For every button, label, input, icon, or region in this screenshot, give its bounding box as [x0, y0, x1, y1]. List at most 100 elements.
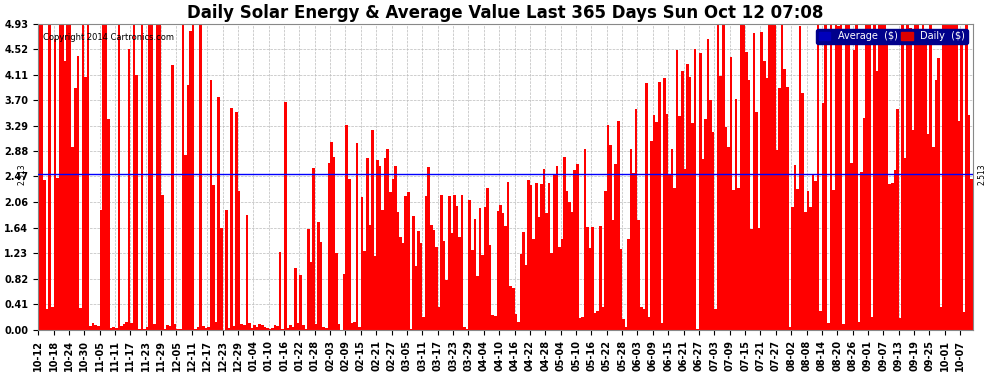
Bar — [453, 195, 455, 330]
Bar — [678, 116, 681, 330]
Bar — [919, 45, 922, 330]
Bar — [760, 32, 763, 330]
Bar — [702, 159, 704, 330]
Bar — [812, 174, 814, 330]
Bar — [541, 184, 543, 330]
Bar — [79, 308, 82, 330]
Bar — [615, 164, 617, 330]
Bar — [927, 134, 930, 330]
Bar — [620, 249, 622, 330]
Bar — [888, 184, 891, 330]
Bar — [752, 33, 755, 330]
Bar — [873, 24, 876, 330]
Bar — [131, 324, 133, 330]
Bar — [857, 322, 860, 330]
Bar — [58, 24, 61, 330]
Bar — [39, 24, 41, 330]
Bar — [586, 227, 589, 330]
Bar — [909, 28, 912, 330]
Bar — [965, 24, 968, 330]
Bar — [555, 166, 558, 330]
Bar — [809, 207, 812, 330]
Bar — [709, 100, 712, 330]
Bar — [76, 56, 79, 330]
Bar — [827, 323, 830, 330]
Bar — [87, 24, 89, 330]
Bar — [940, 306, 942, 330]
Bar — [420, 243, 423, 330]
Bar — [553, 174, 555, 330]
Bar — [814, 182, 817, 330]
Bar — [63, 61, 66, 330]
Bar — [276, 327, 279, 330]
Bar — [773, 24, 776, 330]
Bar — [284, 102, 286, 330]
Bar — [246, 215, 248, 330]
Bar — [733, 190, 735, 330]
Bar — [576, 164, 578, 330]
Bar — [681, 71, 683, 330]
Bar — [363, 252, 366, 330]
Bar — [912, 129, 914, 330]
Bar — [336, 252, 338, 330]
Bar — [447, 196, 450, 330]
Bar — [266, 328, 268, 330]
Bar — [305, 328, 307, 330]
Bar — [750, 230, 752, 330]
Bar — [581, 317, 584, 330]
Bar — [715, 309, 717, 330]
Bar — [205, 328, 207, 330]
Bar — [622, 319, 625, 330]
Bar — [473, 219, 476, 330]
Bar — [241, 324, 243, 330]
Bar — [243, 325, 246, 330]
Bar — [830, 24, 833, 330]
Bar — [410, 329, 412, 330]
Bar — [261, 325, 263, 330]
Bar — [671, 149, 673, 330]
Bar — [299, 275, 302, 330]
Bar — [712, 132, 715, 330]
Bar — [881, 24, 883, 330]
Bar — [957, 121, 960, 330]
Bar — [722, 24, 725, 330]
Bar — [69, 24, 71, 330]
Bar — [53, 39, 56, 330]
Bar — [522, 232, 525, 330]
Bar — [547, 183, 550, 330]
Bar — [430, 225, 433, 330]
Bar — [817, 24, 820, 330]
Bar — [499, 205, 502, 330]
Bar — [397, 212, 399, 330]
Bar — [307, 229, 310, 330]
Bar — [738, 188, 740, 330]
Bar — [665, 114, 668, 330]
Bar — [545, 213, 547, 330]
Bar — [202, 326, 205, 330]
Bar — [115, 328, 118, 330]
Bar — [450, 233, 453, 330]
Bar — [717, 24, 720, 330]
Bar — [947, 24, 950, 330]
Bar — [781, 24, 783, 330]
Bar — [515, 314, 517, 330]
Bar — [842, 324, 844, 330]
Bar — [822, 103, 825, 330]
Bar — [168, 326, 171, 330]
Bar — [197, 327, 200, 330]
Bar — [573, 170, 576, 330]
Bar — [625, 327, 628, 330]
Bar — [778, 88, 781, 330]
Bar — [92, 323, 94, 330]
Bar — [538, 217, 541, 330]
Bar — [399, 237, 402, 330]
Bar — [161, 195, 163, 330]
Bar — [901, 24, 904, 330]
Bar — [212, 185, 215, 330]
Bar — [320, 242, 323, 330]
Bar — [510, 286, 512, 330]
Bar — [786, 87, 789, 330]
Bar — [281, 329, 284, 330]
Bar — [268, 329, 271, 330]
Bar — [84, 77, 87, 330]
